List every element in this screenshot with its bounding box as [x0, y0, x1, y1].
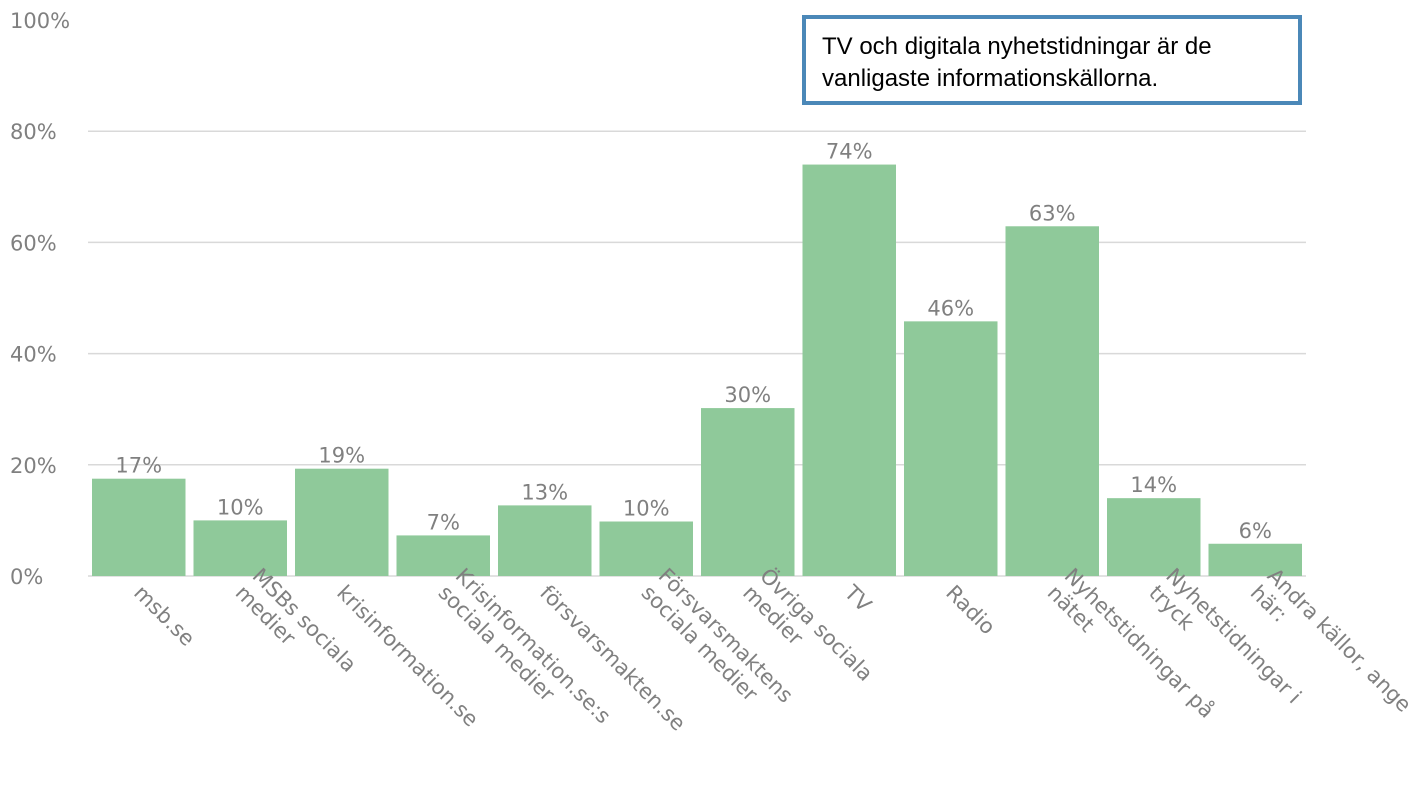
bar	[701, 408, 795, 576]
x-tick-label: MSBs socialamedier	[231, 564, 361, 694]
data-label: 46%	[927, 296, 974, 320]
bar	[498, 505, 592, 576]
y-tick-label: 0%	[10, 565, 43, 589]
x-tick-label: TV	[839, 580, 876, 617]
data-label: 17%	[115, 454, 162, 478]
x-tick-label: msb.se	[129, 581, 199, 651]
y-tick-label: 40%	[10, 343, 57, 367]
data-label: 14%	[1130, 473, 1177, 497]
y-tick-label: 80%	[10, 120, 57, 144]
bar	[802, 164, 896, 576]
y-tick-label: 60%	[10, 231, 57, 255]
data-label: 10%	[623, 497, 670, 521]
bar	[1005, 226, 1099, 576]
bar	[295, 468, 389, 576]
x-tick-label: Andra källor, angehär:	[1246, 564, 1416, 734]
data-label: 30%	[724, 383, 771, 407]
bar	[1107, 498, 1201, 576]
annotation-box: TV och digitala nyhetstidningar är de va…	[802, 15, 1302, 105]
x-tick-label: Radio	[941, 581, 1000, 640]
data-label: 13%	[521, 480, 568, 504]
data-label: 74%	[826, 140, 873, 164]
y-tick-label: 100%	[10, 9, 70, 33]
data-label: 6%	[1239, 519, 1272, 543]
bar	[599, 521, 693, 576]
data-label: 19%	[318, 444, 365, 468]
bar	[193, 520, 287, 576]
annotation-text: TV och digitala nyhetstidningar är de va…	[822, 33, 1212, 92]
data-label: 63%	[1029, 201, 1076, 225]
bar	[1208, 543, 1302, 576]
bar	[92, 478, 186, 576]
data-label: 10%	[217, 495, 264, 519]
y-tick-label: 20%	[10, 454, 57, 478]
data-label: 7%	[427, 510, 460, 534]
bar	[396, 535, 490, 576]
bar	[904, 321, 998, 576]
